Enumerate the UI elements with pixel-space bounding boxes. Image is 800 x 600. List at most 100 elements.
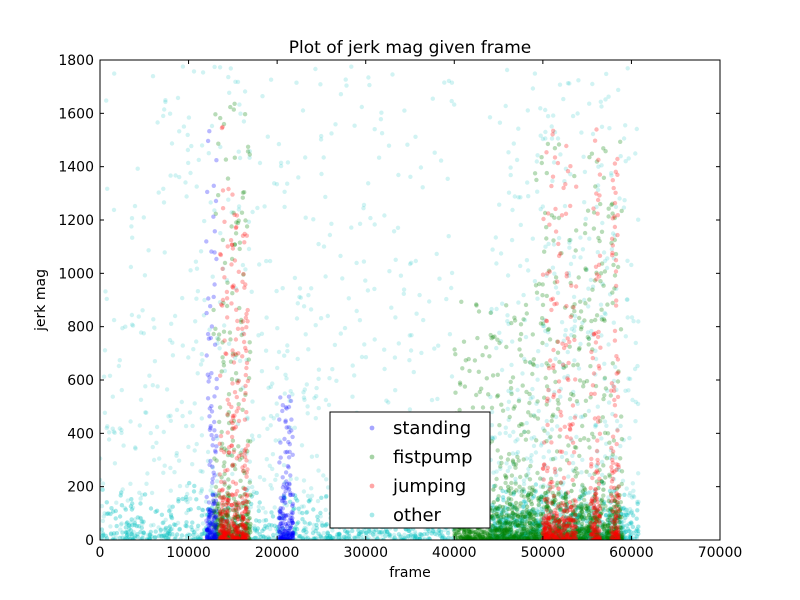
point-other	[200, 469, 205, 474]
point-fistpump	[601, 463, 606, 468]
point-fistpump	[583, 526, 588, 531]
point-other	[516, 489, 522, 494]
point-other	[592, 536, 598, 540]
point-other	[283, 372, 288, 377]
point-fistpump	[605, 523, 610, 529]
point-other	[229, 210, 234, 215]
point-other	[323, 523, 328, 528]
point-other	[539, 362, 545, 368]
point-other	[110, 537, 115, 540]
point-other	[282, 501, 287, 507]
point-other	[292, 506, 297, 511]
point-other	[413, 531, 418, 536]
point-other	[382, 347, 387, 352]
point-other	[294, 476, 299, 481]
point-other	[305, 493, 311, 499]
point-other	[330, 367, 335, 372]
point-jumping	[230, 426, 235, 431]
point-fistpump	[518, 322, 524, 327]
point-other	[215, 534, 221, 539]
point-other	[321, 155, 326, 160]
point-jumping	[236, 506, 241, 511]
point-other	[417, 292, 422, 298]
point-other	[561, 338, 566, 343]
point-other	[570, 453, 575, 458]
point-fistpump	[524, 473, 529, 478]
point-other	[488, 531, 493, 536]
point-other	[516, 195, 521, 200]
point-other	[594, 463, 599, 468]
point-other	[291, 507, 296, 512]
point-other	[359, 104, 364, 110]
point-other	[518, 515, 523, 520]
point-other	[130, 505, 136, 510]
point-other	[530, 386, 535, 392]
point-other	[222, 323, 227, 328]
point-other	[399, 537, 405, 540]
point-standing	[211, 183, 216, 188]
point-other	[376, 529, 382, 535]
point-other	[500, 301, 505, 306]
point-other	[508, 172, 513, 178]
point-fistpump	[461, 339, 467, 344]
point-other	[336, 531, 341, 537]
point-other	[520, 518, 526, 523]
point-other	[138, 529, 143, 535]
point-other	[571, 294, 577, 300]
point-other	[199, 537, 204, 540]
point-fistpump	[578, 327, 584, 332]
point-fistpump	[534, 290, 540, 295]
point-other	[344, 83, 349, 88]
point-other	[372, 337, 377, 342]
point-other	[221, 516, 226, 522]
point-other	[382, 213, 387, 218]
point-other	[313, 323, 318, 328]
point-other	[538, 484, 544, 489]
point-other	[125, 530, 130, 535]
point-other	[623, 529, 628, 534]
point-fistpump	[584, 469, 589, 474]
point-other	[112, 430, 117, 435]
point-other	[492, 535, 497, 540]
point-other	[161, 533, 166, 538]
point-other	[505, 406, 510, 412]
point-other	[625, 66, 630, 71]
point-other	[209, 537, 214, 540]
point-other	[303, 332, 308, 337]
point-other	[562, 179, 567, 184]
point-other	[210, 491, 215, 497]
point-other	[417, 531, 423, 537]
point-fistpump	[543, 375, 548, 381]
point-other	[381, 537, 386, 540]
point-other	[122, 537, 127, 540]
point-jumping	[231, 449, 236, 455]
point-other	[407, 261, 413, 267]
point-other	[127, 523, 132, 528]
point-other	[530, 236, 535, 241]
point-other	[246, 508, 251, 513]
point-other	[635, 508, 640, 513]
point-other	[237, 102, 242, 107]
point-other	[561, 96, 566, 102]
point-other	[156, 533, 162, 539]
point-other	[110, 537, 115, 540]
point-other	[280, 286, 285, 291]
point-other	[327, 232, 333, 238]
point-fistpump	[574, 228, 579, 233]
point-fistpump	[579, 521, 585, 527]
point-jumping	[236, 418, 242, 424]
point-fistpump	[237, 240, 243, 245]
point-other	[202, 297, 207, 303]
point-other	[129, 507, 135, 512]
point-standing	[204, 239, 209, 244]
point-other	[497, 202, 502, 207]
point-other	[446, 78, 452, 84]
point-other	[600, 524, 606, 530]
point-jumping	[229, 527, 234, 533]
point-other	[342, 537, 347, 540]
point-other	[606, 495, 611, 500]
point-other	[510, 339, 515, 344]
point-other	[627, 376, 633, 382]
point-other	[275, 413, 280, 418]
point-other	[599, 436, 604, 441]
